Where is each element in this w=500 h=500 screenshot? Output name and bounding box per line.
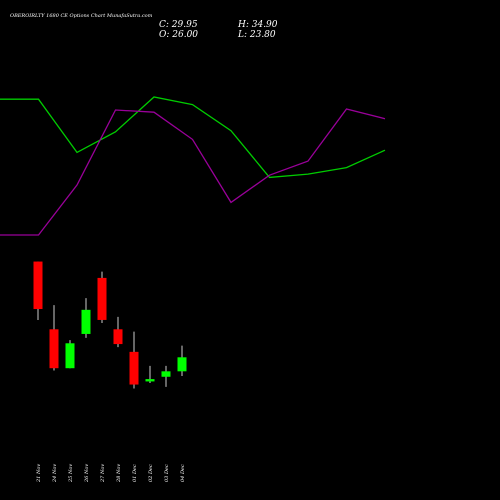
open-value: O: 26.00 [159,30,198,40]
indicator-line-1 [0,96,386,179]
x-tick-label: 27 Nov [100,464,106,483]
candlestick-series [33,261,187,389]
x-tick-label: 02 Dec [148,464,154,482]
x-tick-label: 25 Nov [68,464,74,483]
low-value: L: 23.80 [237,30,276,40]
x-tick-label: 28 Nov [116,464,122,483]
indicator-line-2 [0,108,386,236]
x-tick-label: 04 Dec [180,464,186,482]
close-value: C: 29.95 [159,20,198,30]
candle-body [177,357,187,372]
candle-body [49,329,59,369]
candle-body [145,379,155,382]
candle-body [129,351,139,385]
x-tick-label: 03 Dec [164,464,170,482]
x-tick-label: 24 Nov [52,464,58,483]
candle-body [81,309,91,334]
candle-body [97,277,107,320]
candle-body [161,371,171,377]
candle-body [33,261,43,310]
high-value: H: 34.90 [237,20,278,30]
indicator-lines [0,96,386,236]
candle-body [65,343,75,369]
candle-body [113,329,123,345]
chart-title: OBEROIRLTY 1680 CE Options Chart MunafaS… [10,13,153,19]
x-tick-label: 26 Nov [84,464,90,483]
x-tick-label: 21 Nov [36,464,42,483]
x-axis-ticks: 21 Nov 24 Nov 25 Nov 26 Nov 27 Nov 28 Nov 01 D… [36,464,186,483]
x-tick-label: 01 Dec [132,464,138,482]
